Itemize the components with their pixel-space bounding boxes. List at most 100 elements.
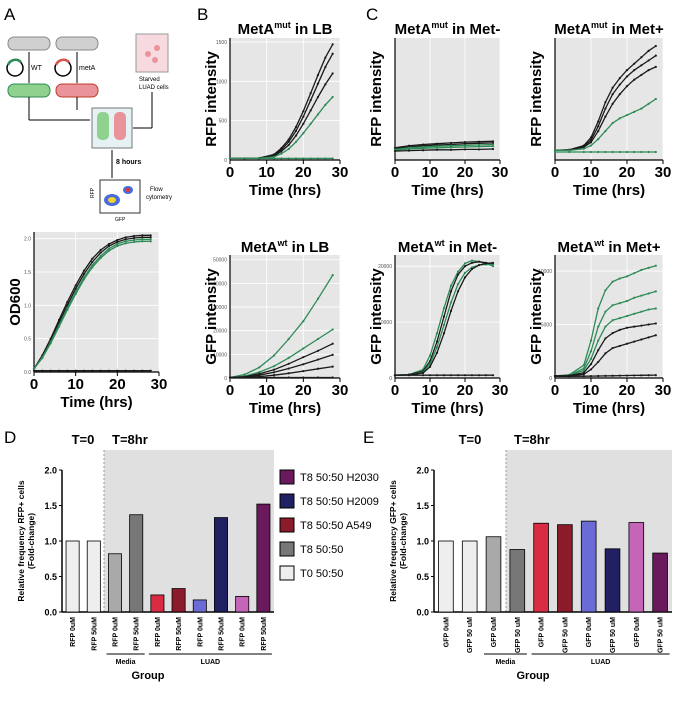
data-point bbox=[604, 101, 607, 104]
series-line-green-1 bbox=[394, 143, 494, 151]
data-point bbox=[647, 59, 650, 62]
data-point bbox=[302, 370, 305, 373]
x-tick-label: 0 bbox=[30, 376, 38, 393]
data-point bbox=[393, 374, 397, 377]
y-tick-label: 0 bbox=[389, 376, 392, 382]
bar bbox=[235, 595, 250, 613]
data-point bbox=[470, 267, 474, 271]
data-point bbox=[463, 276, 467, 279]
y-axis-label: GFP intensity bbox=[368, 268, 385, 365]
x-axis-label: Time (hrs) bbox=[573, 400, 645, 417]
data-point bbox=[331, 52, 334, 55]
plot-area bbox=[395, 38, 500, 160]
x-axis-label: Time (hrs) bbox=[249, 400, 321, 417]
x-tick-label: 30 bbox=[332, 382, 349, 399]
data-point bbox=[149, 238, 152, 241]
category-label: RFP 0uM bbox=[197, 617, 204, 647]
panel-letter-a: A bbox=[4, 5, 16, 24]
data-point bbox=[589, 374, 593, 378]
data-point bbox=[582, 147, 585, 150]
group-label: Media bbox=[116, 659, 136, 666]
data-point bbox=[618, 344, 621, 348]
data-point bbox=[316, 367, 320, 370]
category-label: GFP 0uM bbox=[539, 617, 546, 647]
data-point bbox=[302, 115, 305, 118]
data-point bbox=[589, 144, 593, 147]
data-point bbox=[272, 374, 276, 377]
data-point bbox=[316, 113, 320, 116]
data-point bbox=[435, 146, 439, 149]
data-point bbox=[491, 145, 495, 148]
data-point bbox=[421, 147, 425, 150]
data-point bbox=[331, 72, 334, 75]
cytometry-label: cytometry bbox=[146, 195, 172, 201]
data-point bbox=[287, 147, 290, 151]
data-point bbox=[604, 150, 607, 154]
data-point bbox=[477, 374, 481, 377]
data-point bbox=[611, 280, 614, 283]
data-point bbox=[491, 261, 495, 264]
category-label: GFP 0uM bbox=[586, 617, 593, 647]
data-point bbox=[91, 369, 94, 372]
data-point bbox=[428, 374, 432, 377]
data-point bbox=[456, 270, 460, 273]
data-point bbox=[618, 317, 621, 320]
data-point bbox=[272, 376, 276, 379]
legend-label: T8 50:50 A549 bbox=[300, 520, 372, 532]
data-point bbox=[287, 337, 290, 341]
x-axis-label: Time (hrs) bbox=[411, 182, 483, 199]
data-point bbox=[633, 325, 636, 328]
data-point bbox=[309, 99, 312, 102]
data-point bbox=[640, 374, 643, 377]
category-label: RFP 50uM bbox=[261, 617, 268, 651]
luad-cell-dish-icon bbox=[135, 33, 169, 73]
data-point bbox=[442, 307, 446, 310]
data-point bbox=[324, 56, 327, 59]
data-point bbox=[647, 292, 650, 295]
data-point bbox=[647, 336, 650, 339]
data-point bbox=[463, 145, 467, 149]
data-point bbox=[141, 236, 144, 239]
data-point bbox=[463, 271, 467, 274]
data-point bbox=[618, 77, 621, 80]
chart-title: MetAmut in Met+ bbox=[554, 20, 664, 38]
data-point bbox=[324, 83, 327, 86]
chart-meta-wt-met-plus: 0 5000 10000 0 10 20 30 Time (hrs) GFP intensity… bbox=[528, 238, 671, 417]
data-point bbox=[491, 374, 495, 377]
data-point bbox=[74, 292, 77, 296]
data-point bbox=[302, 122, 305, 125]
data-point bbox=[491, 147, 495, 151]
data-point bbox=[597, 360, 600, 364]
data-point bbox=[435, 374, 439, 377]
data-point bbox=[141, 238, 144, 241]
data-point bbox=[421, 371, 425, 375]
y-tick-label: 1.0 bbox=[416, 537, 429, 547]
data-point bbox=[477, 143, 481, 147]
y-axis-label: GFP intensity bbox=[203, 268, 220, 365]
data-point bbox=[272, 155, 276, 158]
data-point bbox=[294, 134, 298, 137]
x-axis-label: Time (hrs) bbox=[411, 400, 483, 417]
data-point bbox=[640, 268, 643, 272]
cell-dot bbox=[145, 51, 151, 57]
data-point bbox=[124, 240, 127, 243]
data-point bbox=[442, 332, 446, 335]
category-label: GFP 50 uM bbox=[658, 617, 665, 653]
data-point bbox=[316, 358, 320, 361]
data-point bbox=[428, 354, 432, 357]
bacteria-wt-icon bbox=[7, 36, 51, 51]
starved-label: Starved bbox=[139, 77, 160, 83]
data-point bbox=[597, 125, 600, 128]
x-axis-label: Time (hrs) bbox=[573, 182, 645, 199]
data-point bbox=[82, 369, 86, 372]
data-point bbox=[82, 269, 86, 272]
data-point bbox=[611, 102, 614, 105]
data-point bbox=[654, 322, 657, 325]
y-tick-label: 0.5 bbox=[416, 572, 429, 582]
plot-area bbox=[555, 38, 663, 160]
series-line-green-2 bbox=[229, 328, 334, 379]
chart-title: MetAwt in LB bbox=[241, 238, 329, 256]
data-point bbox=[132, 238, 136, 242]
data-point bbox=[640, 338, 643, 341]
data-point bbox=[463, 142, 467, 145]
